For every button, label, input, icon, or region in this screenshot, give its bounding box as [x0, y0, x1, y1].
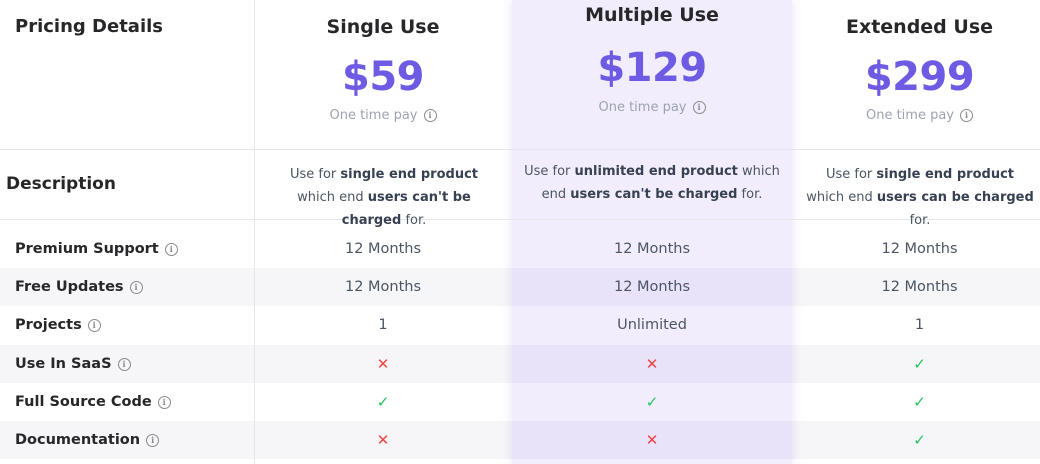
- check-icon: ✓: [376, 393, 390, 411]
- feature-label: Documentation i: [15, 421, 160, 459]
- desc-emphasis: single end product: [340, 167, 479, 182]
- plan-name: Single Use: [326, 16, 440, 38]
- plan-price: $299: [864, 54, 975, 100]
- plan-header-multiple: Multiple Use $129 One time pay i: [512, 0, 792, 149]
- desc-text: Use for: [524, 164, 575, 179]
- feature-label-text: Premium Support: [15, 241, 159, 257]
- info-icon[interactable]: i: [87, 318, 101, 332]
- desc-emphasis: users can't be charged: [570, 187, 738, 202]
- row-stripe-highlight: [512, 345, 792, 383]
- plan-header-extended: Extended Use $299 One time pay i: [792, 0, 1040, 149]
- feature-label: Full Source Code i: [15, 383, 171, 421]
- info-icon[interactable]: i: [692, 101, 706, 114]
- feature-label-text: Full Source Code: [15, 394, 152, 410]
- info-icon[interactable]: i: [129, 280, 143, 294]
- check-icon: ✓: [645, 393, 659, 411]
- feature-label: Projects i: [15, 306, 101, 344]
- feature-value: 12 Months: [344, 241, 422, 257]
- column-divider: [254, 0, 255, 464]
- feature-value: 12 Months: [881, 241, 958, 257]
- feature-label-text: Use In SaaS: [15, 356, 112, 372]
- feature-value: 12 Months: [613, 279, 691, 295]
- info-icon[interactable]: i: [146, 433, 160, 447]
- cross-icon: ✕: [376, 355, 390, 373]
- plan-description: Use for unlimited end product which end …: [522, 160, 782, 206]
- info-icon[interactable]: i: [960, 109, 974, 122]
- desc-emphasis: users can't be charged: [341, 190, 471, 228]
- desc-text: for.: [737, 187, 763, 202]
- desc-text: Use for: [289, 167, 341, 182]
- pay-note: One time pay i: [254, 108, 512, 123]
- cross-icon: ✕: [645, 355, 659, 373]
- plan-header-single: Single Use $59 One time pay i: [254, 0, 512, 149]
- row-stripe-highlight: [512, 268, 792, 306]
- feature-label-text: Documentation: [15, 432, 141, 448]
- feature-label-text: Free Updates: [15, 279, 124, 295]
- desc-emphasis: users can be charged: [876, 190, 1034, 205]
- row-divider: [0, 149, 1040, 150]
- plan-price: $59: [342, 54, 425, 100]
- info-icon[interactable]: i: [157, 395, 171, 409]
- desc-text: for.: [909, 213, 931, 228]
- plan-name: Multiple Use: [585, 4, 719, 26]
- pay-note-text: One time pay: [865, 108, 955, 123]
- check-icon: ✓: [913, 431, 926, 449]
- info-icon[interactable]: i: [423, 109, 437, 122]
- feature-value: Unlimited: [617, 317, 687, 333]
- pay-note: One time pay i: [792, 108, 1040, 123]
- row-divider: [0, 219, 1040, 220]
- feature-value: 12 Months: [881, 279, 958, 295]
- row-stripe-highlight: [512, 421, 792, 459]
- plan-description: Use for single end product which end use…: [270, 163, 498, 232]
- feature-value: 1: [914, 317, 925, 333]
- check-icon: ✓: [913, 393, 926, 411]
- plan-price: $129: [597, 45, 707, 91]
- info-icon[interactable]: i: [164, 242, 178, 256]
- desc-emphasis: unlimited end product: [574, 164, 738, 179]
- pay-note: One time pay i: [512, 100, 792, 115]
- desc-text: for.: [401, 213, 427, 228]
- featured-plan-column: [512, 0, 792, 464]
- desc-emphasis: single end product: [876, 167, 1015, 182]
- cross-icon: ✕: [645, 431, 659, 449]
- pay-note-text: One time pay: [598, 100, 687, 115]
- plan-name: Extended Use: [845, 16, 994, 38]
- feature-value: 12 Months: [344, 279, 422, 295]
- desc-text: which end: [541, 164, 780, 202]
- info-icon[interactable]: i: [117, 357, 131, 371]
- plan-description: Use for single end product which end use…: [805, 163, 1035, 232]
- pricing-details-heading: Pricing Details: [15, 16, 163, 37]
- feature-value: 1: [378, 317, 388, 333]
- desc-text: which end: [806, 190, 877, 205]
- feature-value: 12 Months: [613, 241, 691, 257]
- desc-text: Use for: [825, 167, 877, 182]
- feature-label: Premium Support i: [15, 230, 178, 268]
- description-label: Description: [6, 174, 116, 194]
- pay-note-text: One time pay: [329, 108, 418, 123]
- feature-label: Use In SaaS i: [15, 345, 131, 383]
- cross-icon: ✕: [376, 431, 390, 449]
- feature-label: Free Updates i: [15, 268, 143, 306]
- check-icon: ✓: [913, 355, 926, 373]
- feature-label-text: Projects: [15, 317, 82, 333]
- desc-text: which end: [297, 190, 368, 205]
